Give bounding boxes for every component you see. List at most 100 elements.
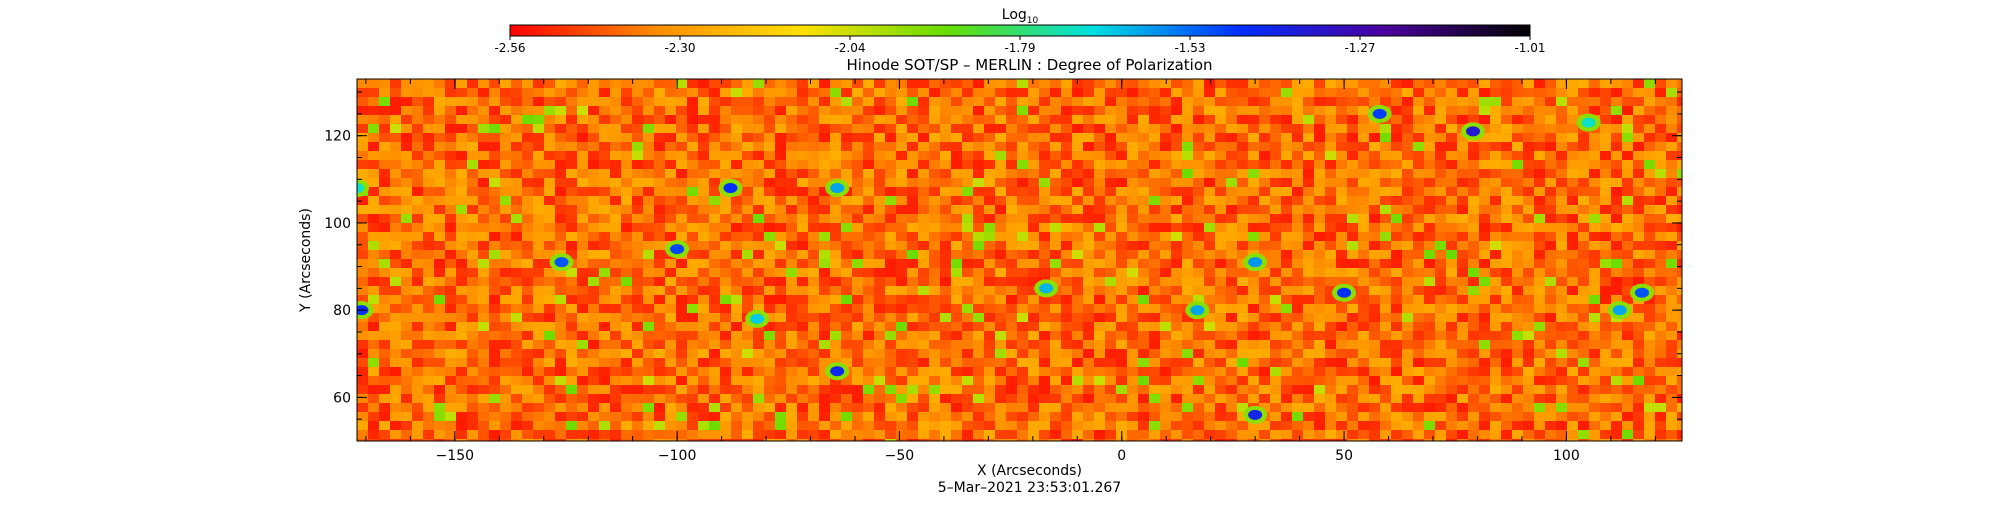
heatmap-cell <box>478 259 490 269</box>
heatmap-cell <box>885 367 897 377</box>
heatmap-cell <box>786 97 798 107</box>
heatmap-cell <box>1314 97 1326 107</box>
heatmap-cell <box>1413 151 1425 161</box>
heatmap-cell <box>753 133 765 143</box>
heatmap-cell <box>621 295 633 305</box>
heatmap-cell <box>1039 169 1051 179</box>
heatmap-cell <box>1347 367 1359 377</box>
heatmap-cell <box>544 124 556 134</box>
heatmap-cell <box>775 394 787 404</box>
heatmap-cell <box>1138 151 1150 161</box>
heatmap-cell <box>555 133 567 143</box>
heatmap-cell <box>1479 412 1491 422</box>
heatmap-cell <box>1193 421 1205 431</box>
heatmap-cell <box>390 358 402 368</box>
heatmap-cell <box>1204 358 1216 368</box>
heatmap-cell <box>401 232 413 242</box>
heatmap-cell <box>764 187 776 197</box>
heatmap-cell <box>1479 376 1491 386</box>
heatmap-cell <box>1479 367 1491 377</box>
heatmap-cell <box>1369 205 1381 215</box>
heatmap-cell <box>885 79 897 89</box>
heatmap-cell <box>819 304 831 314</box>
heatmap-cell <box>874 322 886 332</box>
heatmap-cell <box>764 358 776 368</box>
heatmap-cell <box>511 268 523 278</box>
heatmap-cell <box>522 241 534 251</box>
heatmap-cell <box>654 340 666 350</box>
heatmap-cell <box>687 124 699 134</box>
heatmap-cell <box>1116 412 1128 422</box>
heatmap-cell <box>357 88 369 98</box>
heatmap-cell <box>1248 232 1260 242</box>
heatmap-cell <box>489 241 501 251</box>
heatmap-cell <box>1028 133 1040 143</box>
heatmap-cell <box>709 412 721 422</box>
heatmap-cell <box>1039 79 1051 89</box>
heatmap-cell <box>1589 385 1601 395</box>
heatmap-cell <box>489 214 501 224</box>
heatmap-cell <box>621 178 633 188</box>
heatmap-cell <box>1325 430 1337 440</box>
heatmap-cell <box>1622 232 1634 242</box>
heatmap-cell <box>1017 106 1029 116</box>
heatmap-cell <box>610 430 622 440</box>
heatmap-cell <box>445 232 457 242</box>
heatmap-cell <box>720 169 732 179</box>
heatmap-cell <box>1017 385 1029 395</box>
heatmap-cell <box>1501 124 1513 134</box>
heatmap-cell <box>1083 331 1095 341</box>
heatmap-cell <box>1204 322 1216 332</box>
heatmap-cell <box>1457 313 1469 323</box>
heatmap-cell <box>775 340 787 350</box>
heatmap-cell <box>1237 340 1249 350</box>
heatmap-cell <box>797 178 809 188</box>
heatmap-cell <box>588 304 600 314</box>
heatmap-cell <box>1391 169 1403 179</box>
heatmap-cell <box>852 439 864 441</box>
heatmap-cell <box>621 196 633 206</box>
heatmap-cell <box>929 385 941 395</box>
heatmap-cell <box>1501 331 1513 341</box>
heatmap-cell <box>1424 241 1436 251</box>
heatmap-cell <box>896 277 908 287</box>
heatmap-cell <box>808 223 820 233</box>
heatmap-cell <box>874 79 886 89</box>
heatmap-cell <box>1523 97 1535 107</box>
heatmap-cell <box>1138 268 1150 278</box>
heatmap-cell <box>1402 430 1414 440</box>
heatmap-cell <box>775 358 787 368</box>
heatmap-cell <box>1127 124 1139 134</box>
heatmap-cell <box>467 412 479 422</box>
heatmap-cell <box>1457 88 1469 98</box>
heatmap-cell <box>434 169 446 179</box>
heatmap-cell <box>357 349 369 359</box>
heatmap-cell <box>401 439 413 441</box>
heatmap-cell <box>533 277 545 287</box>
heatmap-cell <box>753 394 765 404</box>
heatmap-cell <box>368 331 380 341</box>
heatmap-cell <box>1578 331 1590 341</box>
heatmap-cell <box>1160 241 1172 251</box>
heatmap-cell <box>1369 286 1381 296</box>
heatmap-cell <box>368 412 380 422</box>
heatmap-cell <box>1270 142 1282 152</box>
heatmap-cell <box>786 106 798 116</box>
heatmap-cell <box>1072 358 1084 368</box>
heatmap-cell <box>731 286 743 296</box>
heatmap-cell <box>654 430 666 440</box>
heatmap-cell <box>379 250 391 260</box>
heatmap-cell <box>720 385 732 395</box>
heatmap-cell <box>1325 286 1337 296</box>
heatmap-cell <box>1105 421 1117 431</box>
heatmap-cell <box>1061 259 1073 269</box>
heatmap-cell <box>357 412 369 422</box>
heatmap-cell <box>1457 277 1469 287</box>
heatmap-cell <box>1567 421 1579 431</box>
heatmap-cell <box>544 250 556 260</box>
heatmap-cell <box>951 349 963 359</box>
heatmap-cell <box>1611 169 1623 179</box>
heatmap-cell <box>434 385 446 395</box>
heatmap-cell <box>1061 205 1073 215</box>
heatmap-cell <box>1424 196 1436 206</box>
